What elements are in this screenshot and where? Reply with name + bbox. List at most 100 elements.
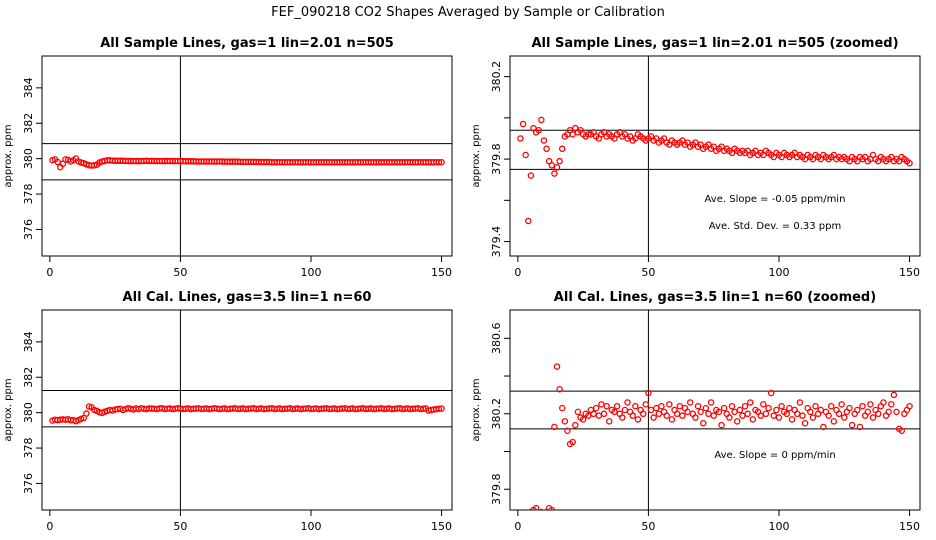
- panel-title: All Cal. Lines, gas=3.5 lin=1 n=60 (zoom…: [554, 290, 876, 305]
- data-point: [535, 126, 542, 134]
- data-point: [558, 145, 566, 153]
- y-axis-label: approx. ppm: [471, 378, 482, 441]
- panel-title: All Sample Lines, gas=1 lin=2.01 n=505: [100, 36, 394, 51]
- data-point: [760, 401, 767, 408]
- y-tick-label: 382: [22, 113, 35, 134]
- data-point: [621, 406, 629, 414]
- data-point: [569, 131, 576, 138]
- y-axis-label: approx. ppm: [3, 124, 14, 187]
- data-point: [885, 408, 892, 416]
- data-point: [435, 158, 443, 166]
- y-tick-label: 380.2: [490, 61, 503, 93]
- data-point: [553, 164, 561, 171]
- x-tick-label: 0: [514, 520, 521, 533]
- x-tick-label: 150: [899, 520, 920, 533]
- data-point: [705, 410, 712, 418]
- data-point: [893, 408, 900, 416]
- plot-frame: [41, 309, 453, 511]
- y-tick-label: 378: [22, 184, 35, 205]
- x-tick-label: 100: [300, 266, 321, 279]
- y-tick-label: 379.8: [490, 473, 503, 505]
- data-point: [605, 418, 613, 425]
- data-point: [788, 416, 796, 423]
- y-tick-label: 384: [22, 77, 35, 98]
- data-point: [864, 408, 872, 416]
- data-point: [890, 391, 898, 399]
- data-point: [523, 517, 528, 522]
- data-point: [532, 504, 540, 510]
- data-point: [770, 412, 778, 419]
- data-point: [564, 427, 571, 435]
- data-point: [694, 402, 702, 410]
- y-tick-label: 380: [22, 148, 35, 169]
- data-point: [820, 423, 827, 431]
- data-point: [874, 410, 882, 418]
- annotation-text: Ave. Slope = -0.05 ppm/min: [705, 194, 846, 205]
- data-point: [827, 402, 835, 410]
- data-point: [786, 404, 793, 412]
- x-tick-label: 0: [514, 266, 521, 279]
- data-point: [556, 157, 563, 165]
- data-point: [435, 405, 443, 413]
- data-point: [517, 135, 524, 142]
- data-point: [794, 410, 801, 418]
- y-tick-label: 378: [22, 438, 35, 459]
- panel-bottom-left: All Cal. Lines, gas=3.5 lin=1 n=60 0 50 100…: [3, 290, 453, 533]
- data-point: [747, 399, 754, 406]
- data-point: [556, 385, 563, 393]
- data-point: [647, 406, 655, 414]
- data-point: [807, 408, 814, 416]
- panel-top-right: All Sample Lines, gas=1 lin=2.01 n=505 (…: [471, 36, 921, 279]
- data-point: [538, 116, 545, 124]
- data-point: [856, 423, 864, 431]
- data-point: [707, 399, 715, 406]
- data-point: [574, 408, 582, 416]
- data-point: [812, 402, 819, 410]
- panel-title: All Sample Lines, gas=1 lin=2.01 n=505 (…: [531, 36, 898, 51]
- data-point: [645, 389, 652, 397]
- data-points: [49, 155, 445, 171]
- y-axis-label: approx. ppm: [471, 124, 482, 187]
- data-point: [888, 401, 895, 408]
- data-point: [540, 137, 548, 144]
- data-point: [673, 410, 681, 418]
- x-tick-label: 0: [46, 520, 53, 533]
- y-tick-label: 376: [22, 219, 35, 240]
- data-point: [545, 504, 553, 510]
- data-point: [767, 389, 775, 397]
- x-tick-label: 100: [768, 266, 789, 279]
- data-point: [551, 170, 558, 177]
- data-point: [639, 410, 647, 418]
- data-point: [536, 513, 541, 518]
- plot-frame: [509, 55, 921, 257]
- data-point: [561, 418, 569, 425]
- panel-top-left: All Sample Lines, gas=1 lin=2.01 n=505 0 5…: [3, 36, 453, 279]
- data-point: [632, 402, 639, 410]
- data-point: [62, 156, 69, 163]
- data-point: [702, 404, 710, 412]
- data-point: [726, 414, 733, 421]
- figure-title: FEF_090218 CO2 Shapes Averaged by Sample…: [271, 5, 665, 20]
- y-axis-label: approx. ppm: [3, 378, 14, 441]
- data-point: [906, 159, 913, 167]
- data-point: [854, 406, 861, 414]
- data-point: [830, 418, 838, 425]
- plot-frame: [509, 309, 921, 511]
- data-point: [666, 401, 673, 408]
- x-tick-label: 150: [431, 266, 452, 279]
- y-tick-label: 380: [22, 402, 35, 423]
- x-tick-label: 100: [300, 520, 321, 533]
- x-tick-label: 50: [641, 520, 655, 533]
- x-tick-label: 150: [431, 520, 452, 533]
- data-point: [592, 404, 600, 412]
- data-point: [679, 412, 686, 419]
- data-point: [906, 402, 913, 410]
- y-tick-label: 379.4: [490, 226, 503, 258]
- data-point: [736, 406, 744, 414]
- data-point: [543, 145, 550, 153]
- data-point: [438, 158, 445, 166]
- panel-title: All Cal. Lines, gas=3.5 lin=1 n=60: [123, 290, 372, 305]
- data-point: [838, 401, 845, 408]
- data-point: [765, 404, 772, 412]
